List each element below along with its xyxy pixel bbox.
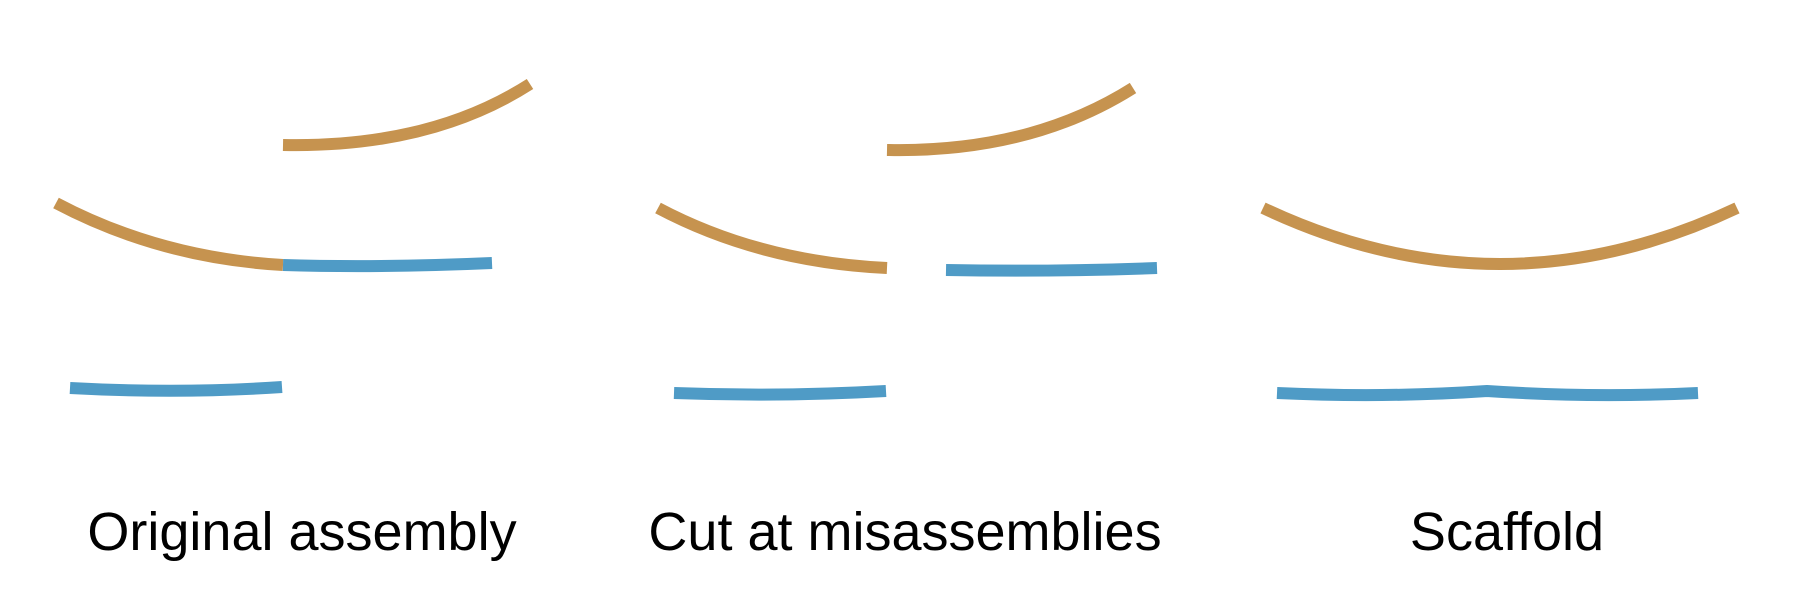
- scaffold-blue: [1276, 384, 1699, 402]
- panel-original-assembly: [53, 78, 534, 397]
- contig-blue-lower: [69, 381, 283, 397]
- contig-tan-left-cut: [655, 202, 888, 274]
- contig-tan-left-chimeric: [53, 197, 284, 271]
- panel-scaffold: [1260, 202, 1740, 402]
- contig-blue-right-cut: [945, 262, 1158, 277]
- contig-tan-upper: [886, 82, 1137, 157]
- scaffold-tan: [1260, 202, 1740, 270]
- label-cut-at-misassemblies: Cut at misassemblies: [648, 502, 1162, 562]
- contig-tan-upper: [282, 78, 534, 152]
- label-original-assembly: Original assembly: [87, 502, 517, 562]
- contig-blue-lower: [673, 385, 887, 401]
- label-scaffold: Scaffold: [1409, 502, 1605, 562]
- panel-cut-at-misassemblies: [655, 82, 1158, 401]
- contig-blue-right-chimeric: [282, 257, 493, 273]
